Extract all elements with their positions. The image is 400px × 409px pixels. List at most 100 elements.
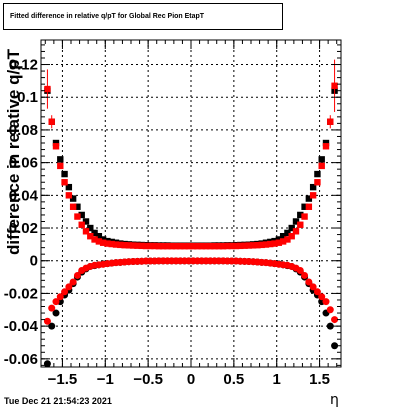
series-circle-red xyxy=(43,257,339,325)
data-point-square xyxy=(159,242,167,250)
data-point-square xyxy=(275,236,283,243)
data-point-square xyxy=(61,179,68,186)
data-point-circle xyxy=(56,293,64,301)
data-point-square xyxy=(121,241,128,249)
data-point-square xyxy=(237,242,244,250)
data-point-square xyxy=(279,233,287,240)
data-point-square xyxy=(87,224,94,232)
data-point-square xyxy=(82,228,90,235)
data-point-square xyxy=(194,242,201,250)
data-point-square xyxy=(284,229,291,237)
data-point-square xyxy=(168,242,175,250)
series-square-red xyxy=(44,59,338,250)
x-axis-label: η xyxy=(330,392,339,408)
data-point-square xyxy=(172,242,180,250)
data-point-square xyxy=(207,242,214,250)
y-tick-label: 0.12 xyxy=(9,57,38,74)
data-point-square xyxy=(65,183,73,191)
data-point-square xyxy=(138,242,145,250)
data-point-square xyxy=(318,162,325,170)
data-point-circle xyxy=(326,306,334,314)
data-point-square xyxy=(52,139,60,147)
data-point-square xyxy=(74,213,81,220)
data-point-square xyxy=(91,236,98,243)
data-point-circle xyxy=(48,304,56,312)
y-tick-label: 0.04 xyxy=(9,187,39,204)
y-tick-label: 0.06 xyxy=(9,155,38,172)
data-point-square xyxy=(95,233,103,240)
data-point-square xyxy=(288,233,295,240)
data-point-circle xyxy=(52,309,60,317)
data-point-circle xyxy=(305,278,313,286)
data-point-square xyxy=(78,211,85,219)
y-axis-label: difference in relative q/pT xyxy=(4,48,23,255)
data-point-circle xyxy=(318,293,326,301)
data-point-circle xyxy=(65,283,73,291)
data-point-circle xyxy=(43,317,51,325)
data-point-square xyxy=(125,242,133,249)
data-point-square xyxy=(327,118,334,125)
data-point-square xyxy=(61,170,68,178)
data-point-square xyxy=(99,239,107,246)
data-point-square xyxy=(241,242,248,249)
data-point-square xyxy=(164,242,171,250)
x-tick-label: −1.5 xyxy=(48,371,78,388)
data-point-square xyxy=(198,242,205,250)
data-point-square xyxy=(151,242,158,250)
data-point-square xyxy=(134,242,141,249)
data-point-square xyxy=(258,241,265,249)
data-point-square xyxy=(279,238,287,245)
data-point-square xyxy=(44,85,51,93)
chart-title: Fitted difference in relative q/pT for G… xyxy=(3,3,283,30)
data-point-square xyxy=(322,139,330,147)
x-tick-label: −0.5 xyxy=(133,371,163,388)
data-point-square xyxy=(322,143,330,150)
grid-lines xyxy=(41,40,341,367)
y-tick-label: -0.02 xyxy=(4,285,38,302)
data-point-square xyxy=(108,240,115,248)
data-point-circle xyxy=(313,288,321,296)
axis-ticks xyxy=(41,40,341,367)
data-point-square xyxy=(185,242,193,250)
y-tick-label: -0.06 xyxy=(4,351,38,368)
x-tick-label: −1 xyxy=(97,371,114,388)
data-point-square xyxy=(224,242,231,250)
data-point-square xyxy=(249,242,257,249)
data-point-square xyxy=(74,203,81,210)
data-point-square xyxy=(69,195,77,202)
data-point-square xyxy=(297,221,304,228)
data-point-circle xyxy=(309,283,317,291)
y-tick-label: 0.08 xyxy=(9,122,38,139)
data-point-square xyxy=(275,239,283,246)
data-marks xyxy=(43,59,339,368)
data-point-square xyxy=(284,236,291,243)
data-point-circle xyxy=(48,322,56,330)
data-point-square xyxy=(129,242,137,249)
data-point-square xyxy=(211,242,218,250)
data-point-square xyxy=(267,240,274,248)
data-point-square xyxy=(301,203,308,210)
x-tick-label: 0.5 xyxy=(223,371,244,388)
data-point-square xyxy=(245,242,253,249)
data-point-circle xyxy=(73,271,81,279)
y-tick-label: -0.04 xyxy=(4,318,39,335)
data-point-square xyxy=(314,170,321,178)
data-point-square xyxy=(318,156,325,163)
data-point-square xyxy=(262,241,270,248)
data-point-square xyxy=(305,203,313,210)
data-point-square xyxy=(309,192,317,199)
data-point-circle xyxy=(296,267,304,275)
data-point-square xyxy=(155,242,163,250)
y-tick-label: 0.1 xyxy=(17,89,38,106)
plot-frame xyxy=(40,39,342,368)
data-point-square xyxy=(112,241,120,248)
tick-labels: −1.5 −1 −0.5 0 0.5 1 1.5 -0.06 -0.04 -0.02 0 0.02 0.… xyxy=(4,57,330,388)
data-point-square xyxy=(57,162,64,170)
x-tick-label: 1 xyxy=(273,371,281,388)
data-point-circle xyxy=(52,298,60,306)
y-tick-label: 0 xyxy=(30,253,38,270)
data-point-square xyxy=(288,224,295,232)
data-point-square xyxy=(305,195,313,202)
y-tick-label: 0.02 xyxy=(9,220,38,237)
